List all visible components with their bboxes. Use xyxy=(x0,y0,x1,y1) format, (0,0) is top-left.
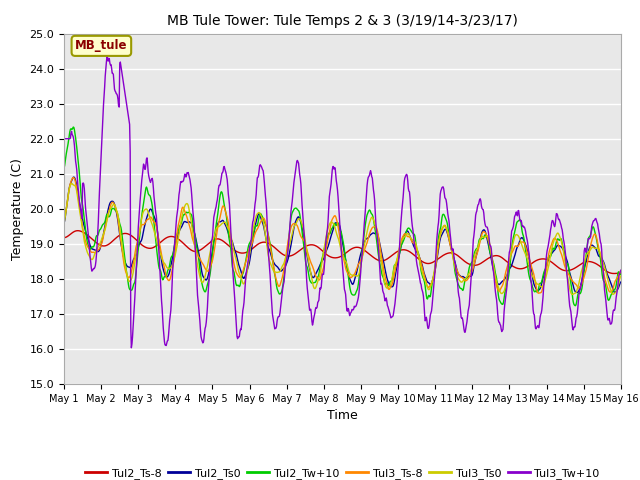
X-axis label: Time: Time xyxy=(327,409,358,422)
Tul3_Ts-8 xyxy=(88,249,95,255)
Tul2_Ts-8 xyxy=(388,252,396,258)
Tul3_Ts-8 xyxy=(534,290,542,296)
Tul3_Tw+10 xyxy=(617,267,625,273)
Tul2_Ts0 xyxy=(88,245,95,251)
Tul2_Tw+10 xyxy=(88,245,95,251)
Tul3_Tw+10 xyxy=(590,218,598,224)
Tul3_Ts-8 xyxy=(292,221,300,227)
Tul3_Tw+10 xyxy=(60,136,68,142)
Tul2_Tw+10 xyxy=(617,272,625,277)
Tul2_Tw+10 xyxy=(388,274,396,280)
Tul3_Ts-8 xyxy=(617,268,625,274)
Tul3_Ts-8 xyxy=(60,215,68,221)
Text: MB_tule: MB_tule xyxy=(75,39,127,52)
Tul3_Ts0 xyxy=(617,273,625,279)
Tul2_Ts-8 xyxy=(60,235,68,240)
Tul2_Ts0 xyxy=(617,279,625,285)
Tul2_Tw+10 xyxy=(590,226,598,232)
Tul2_Ts0 xyxy=(70,174,77,180)
Line: Tul3_Tw+10: Tul3_Tw+10 xyxy=(64,57,621,348)
Tul2_Ts0 xyxy=(599,258,607,264)
Tul2_Tw+10 xyxy=(599,276,607,281)
Line: Tul2_Ts-8: Tul2_Ts-8 xyxy=(64,231,621,274)
Tul2_Ts-8 xyxy=(610,271,618,276)
Tul2_Ts-8 xyxy=(589,260,597,265)
Tul3_Ts0 xyxy=(388,273,396,278)
Tul2_Ts-8 xyxy=(164,234,172,240)
Line: Tul2_Tw+10: Tul2_Tw+10 xyxy=(64,127,621,306)
Tul3_Ts0 xyxy=(88,256,95,262)
Tul3_Ts-8 xyxy=(388,280,396,286)
Tul2_Ts-8 xyxy=(292,251,300,256)
Tul3_Tw+10 xyxy=(103,54,111,60)
Tul2_Ts-8 xyxy=(74,228,82,234)
Tul2_Tw+10 xyxy=(292,205,300,211)
Tul3_Ts0 xyxy=(590,245,598,251)
Tul2_Tw+10 xyxy=(60,165,68,171)
Tul2_Tw+10 xyxy=(70,124,77,130)
Tul2_Ts-8 xyxy=(617,270,625,276)
Tul3_Ts0 xyxy=(60,219,68,225)
Tul3_Ts0 xyxy=(164,265,172,271)
Tul3_Ts-8 xyxy=(164,277,172,283)
Tul3_Ts0 xyxy=(569,291,577,297)
Tul2_Ts0 xyxy=(292,218,300,224)
Tul3_Tw+10 xyxy=(127,345,135,351)
Tul3_Tw+10 xyxy=(164,333,172,338)
Tul3_Tw+10 xyxy=(292,163,300,168)
Tul3_Tw+10 xyxy=(389,312,397,318)
Tul2_Tw+10 xyxy=(164,267,172,273)
Line: Tul3_Ts-8: Tul3_Ts-8 xyxy=(64,178,621,293)
Tul3_Ts0 xyxy=(68,180,76,186)
Tul3_Ts-8 xyxy=(70,175,77,180)
Tul3_Ts0 xyxy=(292,221,300,227)
Line: Tul3_Ts0: Tul3_Ts0 xyxy=(64,183,621,294)
Tul3_Ts-8 xyxy=(599,265,607,271)
Tul3_Tw+10 xyxy=(87,259,95,265)
Tul2_Ts-8 xyxy=(598,265,606,271)
Tul3_Tw+10 xyxy=(599,265,607,271)
Tul2_Tw+10 xyxy=(572,303,579,309)
Y-axis label: Temperature (C): Temperature (C) xyxy=(11,158,24,260)
Tul2_Ts0 xyxy=(388,284,396,289)
Tul3_Ts-8 xyxy=(590,232,598,238)
Tul2_Ts-8 xyxy=(88,235,95,241)
Tul2_Ts0 xyxy=(164,273,172,279)
Tul2_Ts0 xyxy=(60,220,68,226)
Tul2_Ts0 xyxy=(573,289,581,295)
Tul2_Ts0 xyxy=(590,244,598,250)
Legend: Tul2_Ts-8, Tul2_Ts0, Tul2_Tw+10, Tul3_Ts-8, Tul3_Ts0, Tul3_Tw+10: Tul2_Ts-8, Tul2_Ts0, Tul2_Tw+10, Tul3_Ts… xyxy=(81,464,604,480)
Title: MB Tule Tower: Tule Temps 2 & 3 (3/19/14-3/23/17): MB Tule Tower: Tule Temps 2 & 3 (3/19/14… xyxy=(167,14,518,28)
Tul3_Ts0 xyxy=(599,259,607,264)
Line: Tul2_Ts0: Tul2_Ts0 xyxy=(64,177,621,292)
